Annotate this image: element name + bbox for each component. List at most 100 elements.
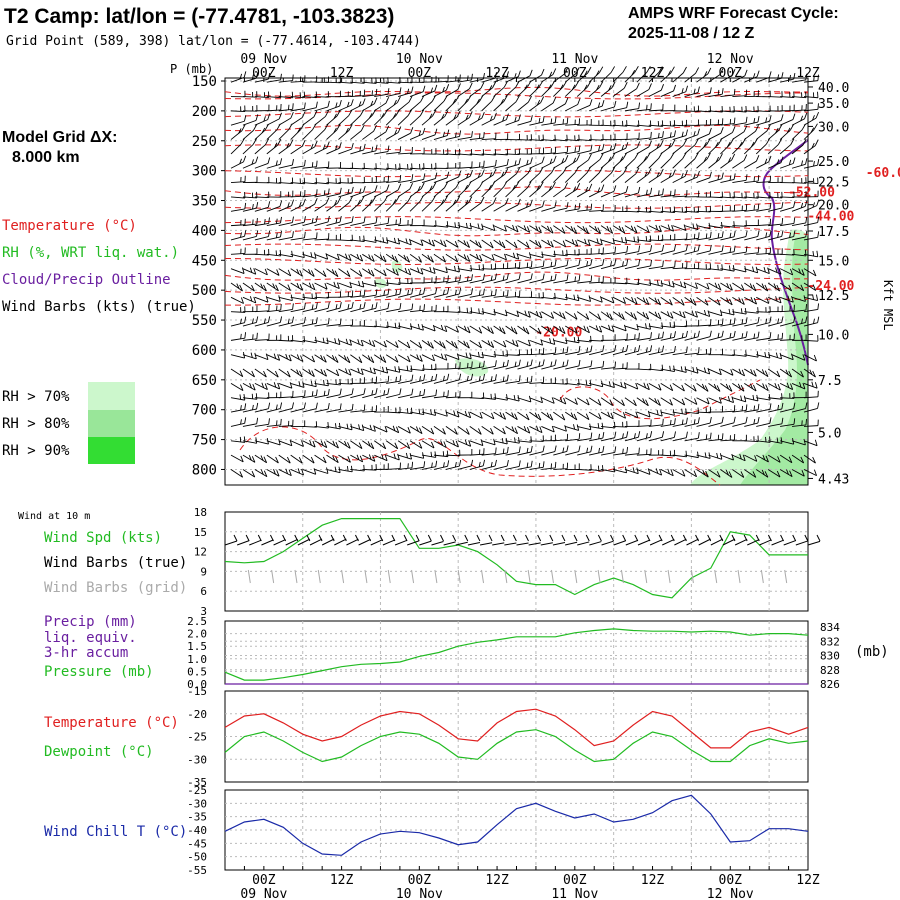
wind-barb-flag	[240, 419, 242, 425]
wind-barb	[612, 147, 627, 155]
wind-barb-flag	[597, 102, 601, 108]
wind-barb-flag	[667, 468, 670, 475]
wind-barb	[505, 267, 520, 270]
wind-barb	[768, 338, 783, 341]
wind-barb-flag	[420, 268, 424, 275]
wind-barb-flag	[274, 142, 278, 148]
surface-barb-true-flag	[549, 534, 554, 542]
wind-barb	[648, 411, 663, 417]
wind-barb-flag	[587, 239, 591, 246]
wind-barb	[254, 119, 268, 126]
wind-barb-flag	[299, 284, 304, 291]
wind-barb-flag	[267, 316, 271, 323]
wind-barb-flag	[781, 230, 784, 237]
wind-barb-flag	[312, 440, 316, 448]
wind-barb-flag	[598, 146, 601, 152]
wind-barb	[242, 408, 257, 413]
wind-barb-flag	[351, 403, 354, 411]
wind-barb	[648, 436, 663, 442]
wind-barb-flag	[440, 239, 443, 245]
wind-barb-flag	[411, 287, 414, 295]
wind-barb-flag	[332, 440, 336, 447]
wind-barb-flag	[709, 416, 712, 424]
wind-barb	[696, 158, 708, 169]
height-tick-label: 40.0	[818, 81, 849, 96]
wind-barb	[242, 338, 257, 341]
wind-barb-flag	[444, 354, 448, 361]
wind-barb-flag	[738, 297, 742, 303]
wind-barb	[708, 93, 723, 97]
wind-barb-flag	[490, 376, 493, 382]
wind-barb-flag	[471, 288, 474, 295]
wind-barb-flag	[406, 442, 411, 449]
wind-barb	[720, 94, 735, 97]
wind-barb-flag	[518, 460, 521, 467]
wind-barb-flag	[303, 293, 305, 300]
wind-barb	[242, 223, 257, 227]
wind-barb-flag	[530, 157, 533, 164]
wind-barb	[636, 436, 651, 442]
surface-barb-true-flag	[585, 534, 590, 542]
wind-barb	[505, 426, 518, 435]
wind-barb	[660, 296, 673, 306]
wind-barb	[636, 296, 650, 305]
wind-barb-flag	[480, 196, 485, 204]
wind-barb-flag	[621, 144, 625, 151]
wind-barb-flag	[431, 375, 433, 382]
wind-barb-flag	[372, 195, 377, 202]
wind-barb-flag	[515, 95, 520, 102]
wind-barb	[779, 382, 793, 390]
wind-barb	[684, 296, 697, 306]
wind-barb	[385, 268, 399, 276]
isotherm	[224, 226, 809, 237]
wind-barb-flag	[739, 453, 742, 460]
wind-barb	[230, 130, 243, 140]
wind-barb-flag	[695, 311, 698, 318]
wind-barb	[553, 339, 568, 345]
wind-barb	[744, 180, 759, 184]
wind-barb	[433, 153, 448, 156]
wind-barb	[278, 368, 291, 378]
wind-barb-flag	[585, 186, 589, 193]
wind-barb	[792, 424, 807, 427]
wind-barb	[720, 336, 735, 341]
height-tick-label: 17.5	[818, 225, 849, 240]
wind-barb-flag	[512, 224, 515, 231]
wind-barb	[565, 123, 580, 126]
wind-barb-flag	[622, 448, 624, 454]
wind-barb-flag	[431, 195, 436, 202]
wind-barb	[529, 279, 544, 284]
wind-barb	[230, 440, 245, 443]
wind-barb-flag	[703, 142, 707, 148]
wind-barb	[803, 108, 818, 112]
wind-barb	[374, 294, 389, 298]
wind-barb	[648, 158, 660, 169]
wind-barb-flag	[777, 456, 781, 463]
wind-barb-flag	[573, 294, 576, 300]
wind-barb	[720, 469, 733, 478]
wind-barb-flag	[443, 441, 447, 448]
wind-barb-flag	[623, 167, 628, 174]
wind-barb-flag	[518, 437, 520, 444]
surface-barb-true-flag	[403, 534, 408, 542]
wind-barb-flag	[320, 354, 324, 361]
wind-barb-flag	[638, 102, 641, 109]
wind-barb	[266, 206, 281, 212]
wind-barb-flag	[695, 282, 698, 289]
wind-barb	[660, 411, 675, 416]
wind-barb	[517, 253, 532, 259]
wind-barb-flag	[780, 437, 783, 444]
wind-barb-flag	[721, 318, 724, 325]
wind-barb-flag	[576, 424, 580, 431]
wind-barb-flag	[697, 451, 699, 458]
wind-barb	[732, 422, 747, 427]
wind-barb-flag	[347, 304, 350, 310]
wind-barb-flag	[658, 132, 660, 138]
wind-barb	[302, 166, 317, 169]
wind-barb-flag	[453, 114, 457, 120]
wind-barb-flag	[367, 441, 371, 447]
wind-barb	[457, 225, 472, 230]
wind-panel-tick-label: 12	[194, 546, 207, 559]
wind-barb-flag	[573, 186, 577, 192]
surface-barb-true-flag	[282, 534, 287, 542]
